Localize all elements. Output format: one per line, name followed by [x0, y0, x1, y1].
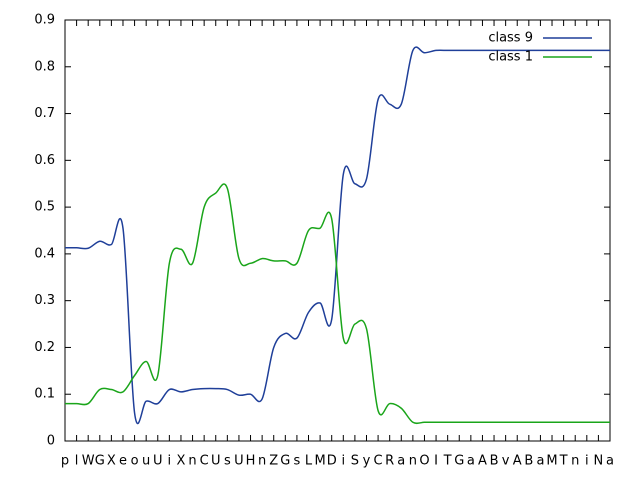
- x-tick-label: W: [82, 454, 95, 469]
- y-tick-label: 0.2: [34, 340, 55, 355]
- x-tick-label: p: [61, 454, 69, 469]
- series-line: [64, 46, 610, 425]
- x-tick-label: A: [478, 454, 487, 469]
- x-tick-label: n: [188, 454, 196, 469]
- x-tick-label: M: [314, 454, 325, 469]
- x-tick-label: o: [131, 454, 139, 469]
- x-tick-label: l: [75, 454, 79, 469]
- x-tick-label: U: [211, 454, 221, 469]
- x-tick-label: X: [177, 454, 186, 469]
- x-tick-label: a: [397, 454, 405, 469]
- y-tick-label: 0: [47, 434, 55, 449]
- x-tick-label: i: [341, 454, 345, 469]
- x-tick-label: R: [385, 454, 394, 469]
- x-tick-label: a: [606, 454, 614, 469]
- y-tick-label: 0.8: [34, 59, 55, 74]
- x-tick-label: I: [434, 454, 438, 469]
- x-tick-label: n: [409, 454, 417, 469]
- y-tick-label: 0.6: [34, 153, 55, 168]
- x-tick-label: i: [168, 454, 172, 469]
- legend-label: class 9: [488, 31, 533, 46]
- x-tick-label: O: [419, 454, 429, 469]
- y-tick-label: 0.9: [34, 13, 55, 28]
- y-tick-label: 0.5: [34, 200, 55, 215]
- x-tick-label: H: [246, 454, 256, 469]
- y-tick-label: 0.1: [34, 387, 55, 402]
- x-tick-label: G: [454, 454, 464, 469]
- x-tick-label: A: [513, 454, 522, 469]
- x-tick-label: C: [200, 454, 209, 469]
- x-tick-label: U: [153, 454, 163, 469]
- legend-label: class 1: [488, 50, 533, 65]
- x-tick-label: v: [502, 454, 510, 469]
- x-tick-label: M: [546, 454, 557, 469]
- series-line: [65, 183, 610, 425]
- x-tick-label: y: [363, 454, 371, 469]
- x-tick-label: B: [490, 454, 499, 469]
- y-tick-label: 0.4: [34, 246, 55, 261]
- y-tick-label: 0.7: [34, 106, 55, 121]
- x-tick-label: u: [142, 454, 150, 469]
- x-tick-label: D: [327, 454, 337, 469]
- x-tick-label: C: [374, 454, 383, 469]
- x-tick-label: B: [524, 454, 533, 469]
- x-tick-label: S: [351, 454, 359, 469]
- plot-frame: [64, 19, 611, 442]
- x-tick-label: N: [594, 454, 604, 469]
- x-tick-label: T: [443, 454, 452, 469]
- x-tick-label: G: [280, 454, 290, 469]
- x-tick-label: Z: [269, 454, 278, 469]
- x-tick-label: U: [234, 454, 244, 469]
- x-tick-label: a: [536, 454, 544, 469]
- x-tick-label: n: [571, 454, 579, 469]
- x-tick-label: e: [119, 454, 127, 469]
- x-tick-label: G: [95, 454, 105, 469]
- x-tick-label: s: [224, 454, 231, 469]
- x-tick-label: X: [107, 454, 116, 469]
- x-tick-label: a: [467, 454, 475, 469]
- x-tick-label: i: [585, 454, 589, 469]
- x-tick-label: s: [294, 454, 301, 469]
- x-tick-label: L: [305, 454, 313, 469]
- x-tick-label: T: [559, 454, 568, 469]
- x-tick-label: n: [258, 454, 266, 469]
- y-tick-label: 0.3: [34, 293, 55, 308]
